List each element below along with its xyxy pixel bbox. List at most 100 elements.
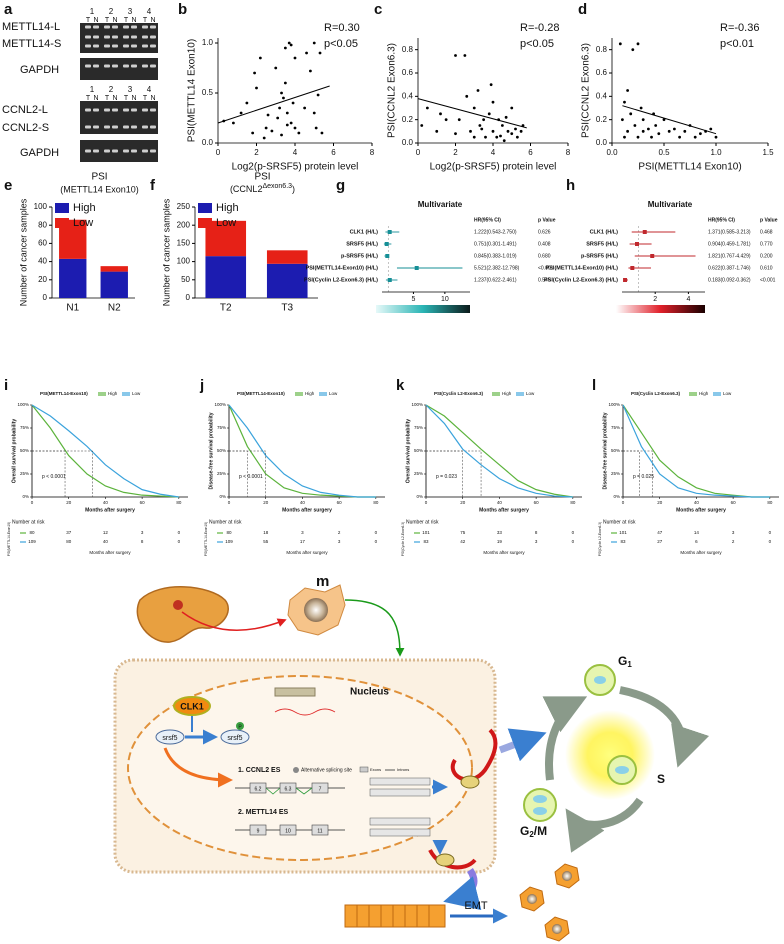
- point: [502, 139, 506, 143]
- axis: [417, 38, 568, 144]
- blot-band: [123, 35, 129, 39]
- point: [495, 135, 499, 139]
- x-tick-label: 20: [263, 500, 269, 505]
- point: [457, 118, 461, 122]
- y-tick-label: 50%: [414, 448, 423, 453]
- point: [444, 118, 448, 122]
- cycle-arrow: [542, 696, 588, 781]
- blot-band: [93, 25, 99, 29]
- p-label: 0.468: [760, 229, 773, 235]
- point: [510, 132, 514, 136]
- y-tick-label: 0%: [416, 494, 423, 499]
- lane-number: 4: [147, 7, 152, 16]
- point: [318, 51, 322, 55]
- lane-tissue: T: [124, 17, 129, 24]
- phase-text: G: [520, 824, 529, 838]
- legend-title: PSI(METTL14-Exon10): [40, 391, 88, 396]
- event-label: 1. CCNL2 ES: [238, 767, 281, 774]
- point: [641, 118, 645, 122]
- lane-tissue: N: [93, 95, 98, 102]
- point: [667, 129, 671, 133]
- y-tick-label: 200: [177, 220, 191, 229]
- lane-tissue: T: [143, 95, 148, 102]
- point: [280, 133, 283, 137]
- risk-y-label: PSI(METTL14-Exon10): [204, 522, 208, 556]
- p-value: p < 0.0001: [42, 474, 66, 480]
- blot-band: [142, 25, 148, 29]
- lane-tissue: N: [150, 17, 155, 24]
- point: [270, 129, 274, 133]
- chart-title: PSI: [254, 172, 270, 183]
- legend-swatch: [55, 203, 69, 213]
- x-tick-label: 6: [331, 148, 336, 157]
- point: [654, 124, 658, 127]
- y-tick-label: 0.0: [402, 138, 414, 147]
- blot-band: [93, 149, 99, 153]
- risk-count: 80: [29, 530, 35, 535]
- point: [305, 51, 308, 55]
- lane-tissue: N: [131, 95, 136, 102]
- axis: [425, 405, 582, 498]
- point: [515, 135, 519, 139]
- point: [232, 121, 235, 125]
- point: [641, 129, 645, 133]
- risk-title: Number at risk: [12, 519, 45, 525]
- chart-title: PSI: [91, 172, 107, 183]
- p-label: 0.200: [760, 253, 773, 259]
- risk-count: 75: [460, 530, 466, 535]
- blot-image: [80, 101, 158, 134]
- point: [487, 112, 491, 116]
- row-label: PSI(Cyclin L2-Exon6.3) (H/L): [544, 277, 618, 283]
- point: [454, 132, 457, 136]
- exon: [311, 824, 329, 836]
- legend-swatch: [689, 392, 697, 396]
- point: [274, 66, 278, 70]
- colorbar: [616, 305, 705, 313]
- phase-text: G: [618, 654, 627, 668]
- y-tick-label: 75%: [20, 425, 29, 430]
- cell-nucleus: [527, 894, 537, 904]
- point: [472, 135, 476, 139]
- pancreas: [136, 586, 229, 643]
- column-header: p Value: [538, 217, 556, 223]
- diagram: Nucleus CLK1 srsf5 srsf5 P 1. CCNL2 ES A…: [113, 584, 710, 942]
- point: [506, 129, 510, 133]
- blot-band: [123, 149, 129, 153]
- hr-label: 1.237(0.622-2.461): [474, 277, 517, 283]
- bar: [100, 266, 128, 272]
- x-tick-label: 20: [460, 500, 466, 505]
- point: [245, 101, 249, 105]
- legend-label: High: [699, 391, 709, 396]
- dna: [274, 687, 316, 697]
- risk-count: 80: [66, 539, 72, 544]
- risk-count: 40: [103, 539, 109, 544]
- point: [262, 136, 266, 140]
- blot-band: [131, 25, 137, 29]
- splice-site-icon: [293, 767, 299, 773]
- ribosome: [460, 775, 480, 789]
- lane-number: 2: [109, 85, 114, 94]
- blot-band: [85, 64, 91, 68]
- phase-sub: 1: [627, 660, 632, 669]
- blot-band: [85, 35, 91, 39]
- point: [500, 124, 504, 127]
- blot-band: [93, 35, 99, 39]
- survival-curve: [31, 404, 179, 498]
- x-tick-label: 5: [411, 296, 415, 303]
- hr-label: 0.751(0.301-1.491): [474, 241, 517, 247]
- row-label: PSI(METTL14-Exon10) (H/L): [546, 265, 619, 271]
- bar: [266, 250, 308, 264]
- lane-number: 4: [147, 85, 152, 94]
- y-tick-label: 100: [177, 257, 191, 266]
- risk-count: 0: [769, 539, 772, 544]
- point: [626, 89, 629, 92]
- blot-band: [142, 64, 148, 68]
- point: [633, 124, 637, 127]
- risk-title: Number at risk: [406, 519, 439, 525]
- risk-count: 17: [300, 539, 306, 544]
- panel-letter: c: [374, 1, 382, 18]
- risk-x-label: Months after surgery: [680, 550, 722, 555]
- point: [489, 83, 493, 87]
